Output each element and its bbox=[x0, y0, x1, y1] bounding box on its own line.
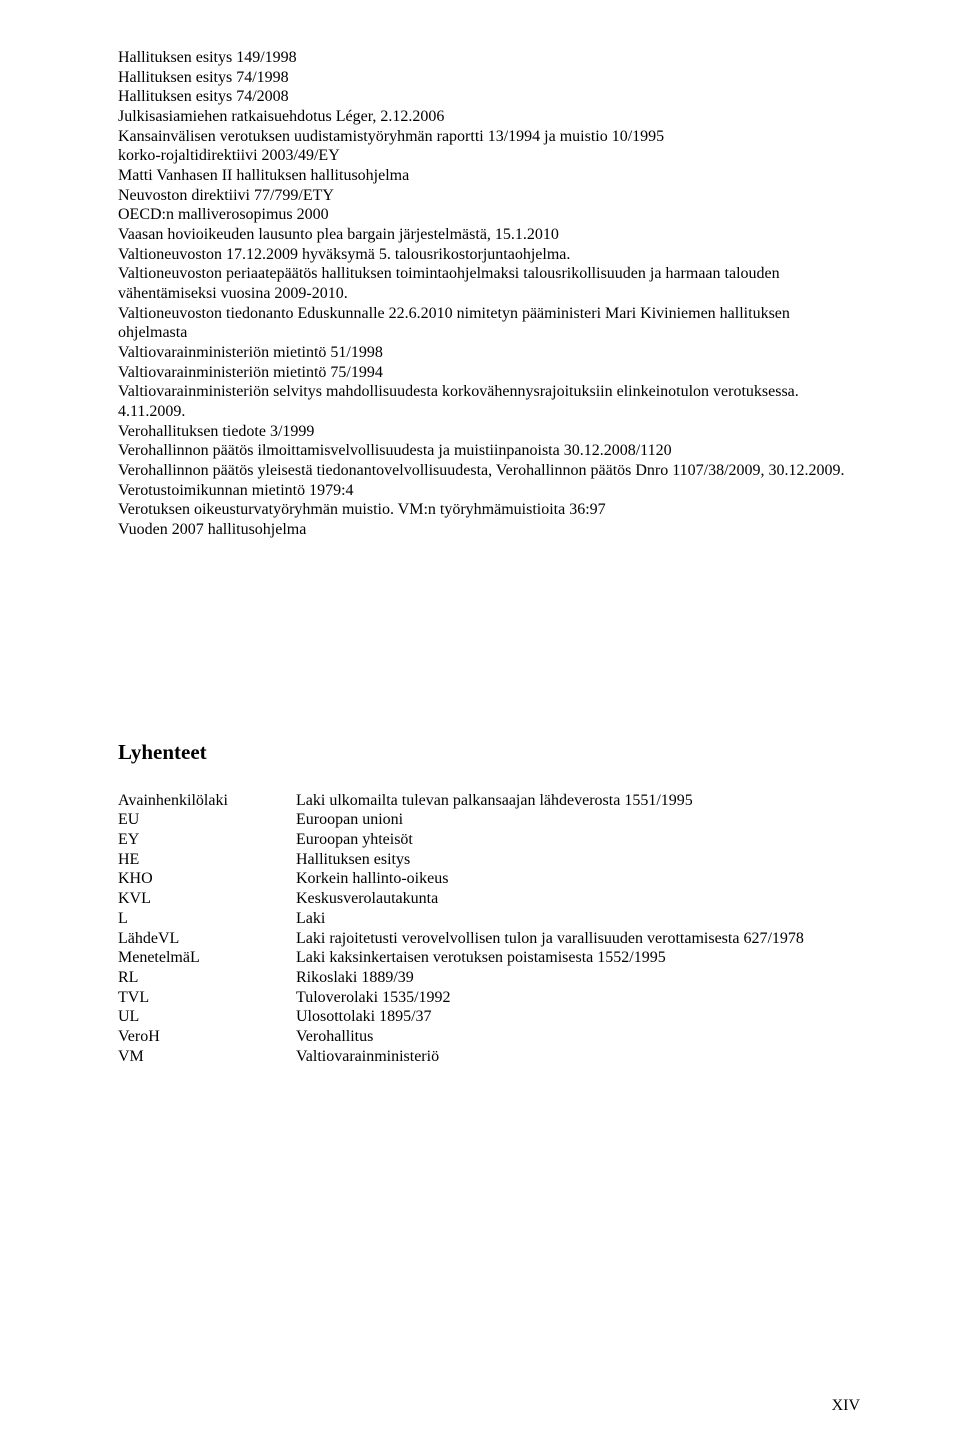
table-row: EU Euroopan unioni bbox=[118, 810, 860, 830]
abbr-key: Avainhenkilölaki bbox=[118, 791, 296, 811]
table-row: KHO Korkein hallinto-oikeus bbox=[118, 869, 860, 889]
abbr-value: Valtiovarainministeriö bbox=[296, 1047, 860, 1067]
abbr-value: Hallituksen esitys bbox=[296, 850, 860, 870]
abbreviations-table: Avainhenkilölaki Laki ulkomailta tulevan… bbox=[118, 791, 860, 1066]
table-row: VM Valtiovarainministeriö bbox=[118, 1047, 860, 1067]
abbr-value: Laki kaksinkertaisen verotuksen poistami… bbox=[296, 948, 860, 968]
body-line: Valtioneuvoston tiedonanto Eduskunnalle … bbox=[118, 304, 860, 343]
abbr-key: VeroH bbox=[118, 1027, 296, 1047]
document-page: Hallituksen esitys 149/1998 Hallituksen … bbox=[0, 0, 960, 1451]
abbr-value: Keskusverolautakunta bbox=[296, 889, 860, 909]
body-line: Vuoden 2007 hallitusohjelma bbox=[118, 520, 860, 540]
abbr-key: KHO bbox=[118, 869, 296, 889]
table-row: Avainhenkilölaki Laki ulkomailta tulevan… bbox=[118, 791, 860, 811]
body-line: Valtioneuvoston periaatepäätös hallituks… bbox=[118, 264, 860, 303]
abbr-value: Tuloverolaki 1535/1992 bbox=[296, 988, 860, 1008]
abbr-key: VM bbox=[118, 1047, 296, 1067]
body-line: Verotuksen oikeusturvatyöryhmän muistio.… bbox=[118, 500, 860, 520]
abbr-key: KVL bbox=[118, 889, 296, 909]
abbr-value: Euroopan yhteisöt bbox=[296, 830, 860, 850]
abbr-value: Korkein hallinto-oikeus bbox=[296, 869, 860, 889]
abbr-value: Ulosottolaki 1895/37 bbox=[296, 1007, 860, 1027]
abbr-key: TVL bbox=[118, 988, 296, 1008]
body-line: Kansainvälisen verotuksen uudistamistyör… bbox=[118, 127, 860, 147]
body-line: Verohallituksen tiedote 3/1999 bbox=[118, 422, 860, 442]
abbr-value: Laki bbox=[296, 909, 860, 929]
table-row: TVL Tuloverolaki 1535/1992 bbox=[118, 988, 860, 1008]
body-line: Valtioneuvoston 17.12.2009 hyväksymä 5. … bbox=[118, 245, 860, 265]
table-row: MenetelmäL Laki kaksinkertaisen verotuks… bbox=[118, 948, 860, 968]
body-line: Hallituksen esitys 74/1998 bbox=[118, 68, 860, 88]
body-line: Julkisasiamiehen ratkaisuehdotus Léger, … bbox=[118, 107, 860, 127]
body-line: OECD:n malliverosopimus 2000 bbox=[118, 205, 860, 225]
abbr-value: Euroopan unioni bbox=[296, 810, 860, 830]
abbr-key: EY bbox=[118, 830, 296, 850]
body-line: Neuvoston direktiivi 77/799/ETY bbox=[118, 186, 860, 206]
table-row: EY Euroopan yhteisöt bbox=[118, 830, 860, 850]
body-line: Hallituksen esitys 74/2008 bbox=[118, 87, 860, 107]
table-row: RL Rikoslaki 1889/39 bbox=[118, 968, 860, 988]
table-row: VeroH Verohallitus bbox=[118, 1027, 860, 1047]
abbr-key: LähdeVL bbox=[118, 929, 296, 949]
table-row: HE Hallituksen esitys bbox=[118, 850, 860, 870]
abbreviations-heading: Lyhenteet bbox=[118, 740, 860, 765]
page-number: XIV bbox=[832, 1397, 860, 1415]
body-line: Valtiovarainministeriön selvitys mahdoll… bbox=[118, 382, 860, 421]
abbr-value: Verohallitus bbox=[296, 1027, 860, 1047]
abbr-key: HE bbox=[118, 850, 296, 870]
abbr-key: RL bbox=[118, 968, 296, 988]
body-line: Valtiovarainministeriön mietintö 51/1998 bbox=[118, 343, 860, 363]
abbr-key: L bbox=[118, 909, 296, 929]
body-line: Matti Vanhasen II hallituksen hallitusoh… bbox=[118, 166, 860, 186]
body-text-block: Hallituksen esitys 149/1998 Hallituksen … bbox=[118, 48, 860, 540]
abbr-value: Rikoslaki 1889/39 bbox=[296, 968, 860, 988]
table-row: KVL Keskusverolautakunta bbox=[118, 889, 860, 909]
abbr-key: MenetelmäL bbox=[118, 948, 296, 968]
table-row: L Laki bbox=[118, 909, 860, 929]
abbr-value: Laki rajoitetusti verovelvollisen tulon … bbox=[296, 929, 860, 949]
abbr-value: Laki ulkomailta tulevan palkansaajan läh… bbox=[296, 791, 860, 811]
body-line: Verotustoimikunnan mietintö 1979:4 bbox=[118, 481, 860, 501]
body-line: Vaasan hovioikeuden lausunto plea bargai… bbox=[118, 225, 860, 245]
abbr-key: UL bbox=[118, 1007, 296, 1027]
body-line: Hallituksen esitys 149/1998 bbox=[118, 48, 860, 68]
abbr-key: EU bbox=[118, 810, 296, 830]
table-row: LähdeVL Laki rajoitetusti verovelvollise… bbox=[118, 929, 860, 949]
body-line: Verohallinnon päätös yleisestä tiedonant… bbox=[118, 461, 860, 481]
body-line: Verohallinnon päätös ilmoittamisvelvolli… bbox=[118, 441, 860, 461]
body-line: korko-rojaltidirektiivi 2003/49/EY bbox=[118, 146, 860, 166]
table-row: UL Ulosottolaki 1895/37 bbox=[118, 1007, 860, 1027]
body-line: Valtiovarainministeriön mietintö 75/1994 bbox=[118, 363, 860, 383]
